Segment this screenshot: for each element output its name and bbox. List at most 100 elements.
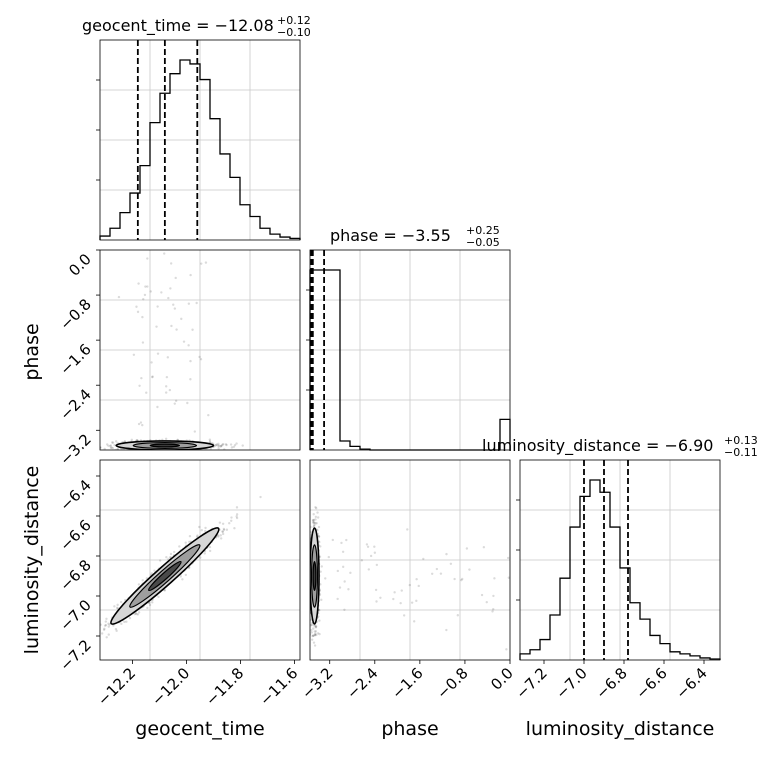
sample-point [319,570,322,573]
sample-point [317,535,321,539]
sample-point [102,628,106,631]
sample-point-outlier [141,315,144,319]
sample-point-outlier [393,591,396,594]
sample-point [216,534,220,537]
sample-point [188,540,191,543]
sample-point-outlier [172,303,175,306]
sample-point [217,447,220,450]
sample-point [311,634,315,637]
sample-point [175,451,177,453]
sample-point-outlier [449,562,453,565]
sample-point-outlier [150,361,153,364]
title-luminosity-distance: luminosity_distance = −6.90 [482,436,713,456]
xtick-label-phase: −2.4 [343,664,381,702]
sample-point-outlier [336,597,339,601]
sample-point [311,634,314,638]
sample-point [232,445,236,449]
sample-point-outlier [373,551,377,554]
sample-point [315,522,318,525]
sample-point [164,437,168,441]
sample-point-outlier [156,405,159,409]
sample-point [109,446,113,450]
sample-point [209,447,212,450]
sample-point [203,552,206,555]
xtick-label-geocent_time: −12.2 [94,664,139,709]
sample-point [318,540,321,544]
sample-point-outlier [345,538,348,542]
title-phase-sup: +0.25 [466,224,500,237]
sample-point [100,632,104,635]
sample-point-outlier [373,545,376,548]
sample-point-outlier [155,325,158,328]
sample-point [104,623,108,627]
sample-point [110,446,113,449]
sample-point [128,616,132,620]
sample-point-outlier [343,580,346,583]
sample-point [113,605,116,608]
sample-point-outlier [140,376,143,380]
sample-point [107,625,110,628]
sample-point [100,623,102,626]
sample-point [199,452,201,454]
sample-point-outlier [430,572,434,576]
sample-point-outlier [200,262,203,265]
sample-point-outlier [199,357,203,361]
sample-point [314,515,318,519]
sample-point-outlier [365,543,369,546]
sample-point [316,511,319,514]
sample-point [100,446,102,449]
sample-point [178,545,181,548]
sample-point [307,550,309,552]
sample-point-outlier [173,307,177,310]
sample-point [208,440,212,443]
sample-point [313,630,316,633]
sample-point [130,438,134,442]
sample-point-outlier [164,385,168,388]
sample-point [228,521,231,525]
sample-point-outlier [143,293,147,297]
sample-point-outlier [480,593,484,597]
sample-point [312,634,315,637]
sample-point [146,606,149,610]
sample-point [235,515,238,518]
sample-point-outlier [341,550,345,553]
scatter-geocent_time-vs-phase-frame [99,249,301,451]
sample-point [313,634,317,637]
sample-point-outlier [505,648,508,651]
sample-point [241,444,244,447]
xtick-label-luminosity_distance: −7.0 [552,664,590,702]
ytick-label-phase: −2.4 [56,385,94,423]
sample-point-outlier [336,569,340,573]
sample-point-outlier [456,614,460,617]
sample-point [219,444,223,448]
sample-point-outlier [173,402,176,405]
sample-point [313,633,317,636]
sample-point [314,630,318,633]
sample-point [115,606,119,610]
title-geocent-time-sup: +0.12 [277,14,311,27]
sample-point [208,549,212,553]
sample-point [320,565,323,568]
sample-point-outlier [374,588,378,592]
sample-point [88,627,90,629]
sample-point [108,623,111,626]
sample-point-outlier [491,610,494,613]
sample-point [314,626,318,629]
sample-point [307,629,309,631]
sample-point-outlier [408,583,411,587]
scatter-geocent_time-vs-phase-points [100,252,244,454]
sample-point [105,636,108,639]
density-contour [148,560,182,592]
sample-point-outlier [492,607,495,611]
sample-point-outlier [141,341,145,344]
sample-point [316,632,320,635]
sample-point-outlier [168,388,172,392]
sample-point-outlier [402,614,406,617]
sample-point-outlier [445,628,448,632]
ytick-label-luminosity_distance: −6.6 [56,516,94,554]
density-contour [149,443,181,448]
sample-point [114,440,118,443]
xtick-label-geocent_time: −11.6 [256,664,301,709]
xlabel-phase: phase [381,718,438,740]
